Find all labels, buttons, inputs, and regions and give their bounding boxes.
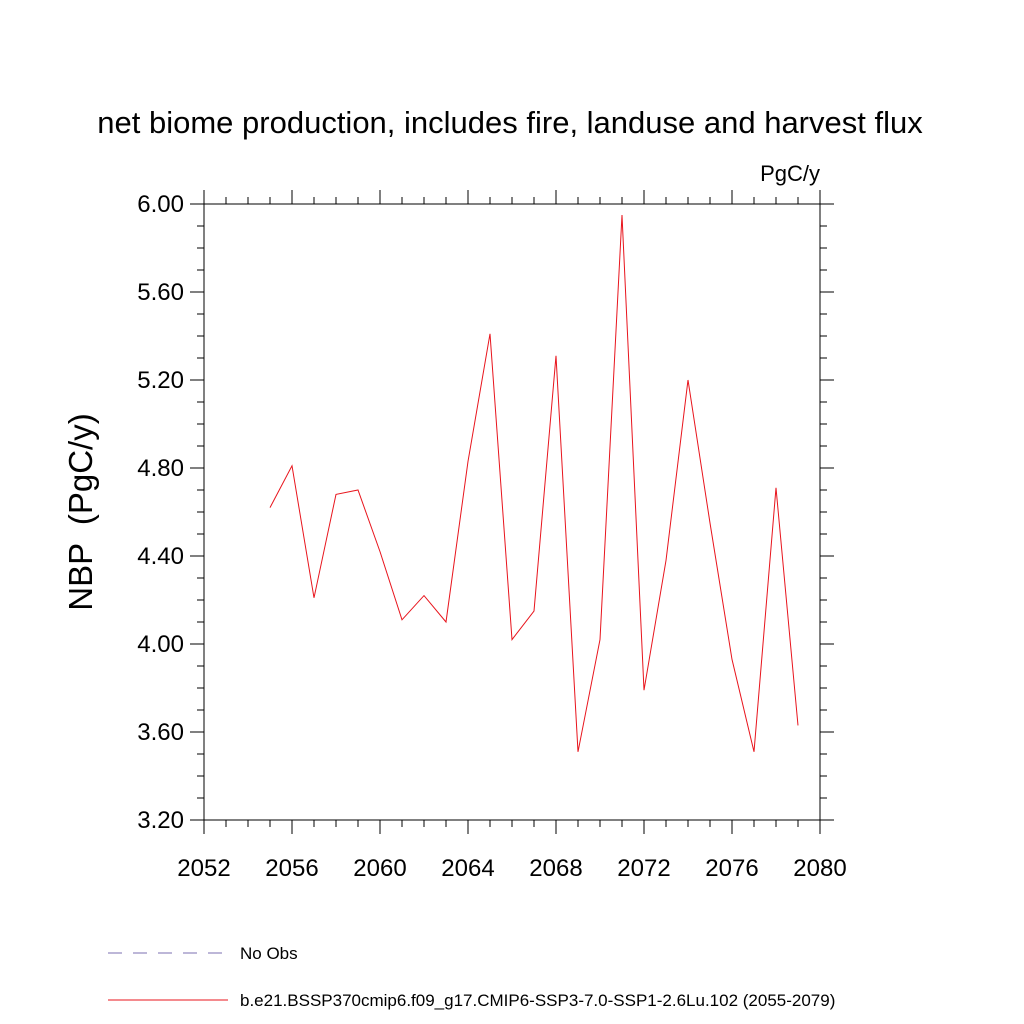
x-tick-label: 2064	[441, 855, 494, 882]
y-tick-label: 5.20	[137, 367, 184, 394]
plot-frame	[203, 203, 821, 821]
x-tick-label: 2076	[705, 855, 758, 882]
y-tick-label: 5.60	[137, 279, 184, 306]
x-tick-label: 2080	[793, 855, 846, 882]
series-line	[269, 214, 799, 752]
y-tick-label: 4.00	[137, 631, 184, 658]
series-layer	[269, 214, 799, 752]
x-tick-label: 2072	[617, 855, 670, 882]
x-tick-label: 2056	[265, 855, 318, 882]
y-tick-label: 3.60	[137, 719, 184, 746]
legend-label-no-obs: No Obs	[240, 944, 298, 963]
y-tick-label: 6.00	[137, 191, 184, 218]
x-tick-label: 2068	[529, 855, 582, 882]
x-tick-label: 2052	[177, 855, 230, 882]
legend-label-model: b.e21.BSSP370cmip6.f09_g17.CMIP6-SSP3-7.…	[240, 991, 835, 1010]
y-tick-label: 4.80	[137, 455, 184, 482]
y-tick-label: 3.20	[137, 807, 184, 834]
legend: No Obs b.e21.BSSP370cmip6.f09_g17.CMIP6-…	[108, 944, 835, 1010]
x-axis: 2052 2056 2060 2064 2068 2072 2076 2080	[177, 190, 847, 882]
y-axis-label: NBP (PgC/y)	[62, 413, 99, 610]
y-axis: 3.20 3.60 4.00 4.40 4.80 5.20 5.60 6.00	[137, 191, 834, 834]
units-label: PgC/y	[760, 161, 820, 186]
x-tick-label: 2060	[353, 855, 406, 882]
chart-title: net biome production, includes fire, lan…	[97, 105, 923, 140]
y-tick-label: 4.40	[137, 543, 184, 570]
